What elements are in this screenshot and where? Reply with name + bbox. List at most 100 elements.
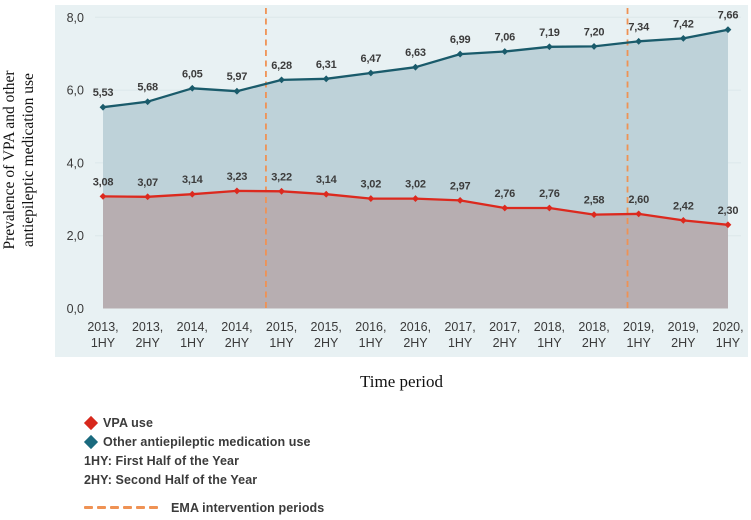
vpa-point-label: 2,58 bbox=[584, 195, 605, 207]
x-tick-label-year: 2014, bbox=[177, 320, 208, 334]
vpa-marker bbox=[679, 217, 687, 224]
y-tick-label: 6,0 bbox=[67, 84, 84, 98]
vpa-point-label: 2,97 bbox=[450, 180, 471, 192]
x-tick-label-half: 1HY bbox=[448, 336, 473, 350]
x-tick-label-year: 2017, bbox=[489, 320, 520, 334]
vpa-point-label: 2,60 bbox=[628, 194, 649, 206]
other-point-label: 6,28 bbox=[271, 60, 292, 72]
other-point-label: 6,63 bbox=[405, 47, 426, 59]
x-tick-label-half: 1HY bbox=[91, 336, 116, 350]
x-tick-label-year: 2020, bbox=[712, 320, 743, 334]
vpa-area-fill bbox=[103, 190, 728, 309]
vpa-marker bbox=[590, 211, 598, 218]
other-marker bbox=[367, 69, 375, 77]
x-tick-label-half: 2HY bbox=[403, 336, 428, 350]
x-tick-label-half: 1HY bbox=[180, 336, 205, 350]
x-tick-label-year: 2016, bbox=[400, 320, 431, 334]
legend-item-ema: EMA intervention periods bbox=[84, 498, 324, 517]
other-marker bbox=[322, 75, 330, 83]
x-tick-label-year: 2018, bbox=[578, 320, 609, 334]
other-marker bbox=[679, 35, 687, 42]
legend-ema-label: EMA intervention periods bbox=[171, 500, 325, 515]
vpa-point-label: 2,42 bbox=[673, 200, 694, 212]
other-marker bbox=[188, 84, 196, 92]
x-axis-title: Time period bbox=[360, 372, 443, 391]
vpa-marker bbox=[546, 204, 553, 212]
x-tick-label-year: 2016, bbox=[355, 320, 386, 334]
other-marker bbox=[546, 43, 553, 51]
x-tick-label-half: 1HY bbox=[627, 336, 652, 350]
vpa-marker bbox=[456, 196, 464, 204]
x-tick-label-half: 1HY bbox=[359, 336, 384, 350]
vpa-marker bbox=[278, 187, 285, 195]
vpa-point-label: 2,76 bbox=[494, 188, 515, 200]
x-tick-label-half: 2HY bbox=[225, 336, 250, 350]
x-tick-label-half: 2HY bbox=[314, 336, 339, 350]
vpa-marker bbox=[412, 195, 419, 202]
vpa-marker bbox=[99, 192, 107, 200]
x-tick-label-half: 1HY bbox=[269, 336, 294, 350]
vpa-marker bbox=[724, 221, 732, 229]
other-marker bbox=[233, 87, 241, 95]
other-point-label: 7,06 bbox=[494, 32, 515, 44]
other-marker bbox=[724, 26, 732, 34]
legend: VPA use Other antiepileptic medication u… bbox=[83, 413, 324, 517]
other-diamond-icon bbox=[83, 434, 99, 449]
other-marker bbox=[590, 43, 598, 50]
other-point-label: 6,47 bbox=[361, 53, 382, 65]
vpa-marker bbox=[144, 193, 152, 201]
other-point-label: 5,68 bbox=[137, 82, 158, 94]
other-marker bbox=[456, 50, 464, 58]
vpa-diamond-icon bbox=[83, 415, 99, 430]
other-marker bbox=[635, 37, 643, 45]
vpa-point-label: 3,14 bbox=[316, 174, 338, 186]
legend-vpa-label: VPA use bbox=[103, 415, 154, 430]
line-chart: 5,53 5,68 6,05 5,97 6,28 6,31 6,47 6,63 6,99 7,06… bbox=[55, 5, 748, 357]
legend-other-label: Other antiepileptic medication use bbox=[103, 434, 311, 449]
other-point-label: 7,42 bbox=[673, 18, 694, 30]
y-tick-label: 0,0 bbox=[67, 302, 84, 316]
vpa-point-label: 3,02 bbox=[361, 179, 382, 191]
legend-note-1hy: 1HY: First Half of the Year bbox=[84, 453, 240, 468]
x-tick-label-year: 2015, bbox=[266, 320, 297, 334]
ema-dashed-line-icon bbox=[84, 506, 158, 509]
x-tick-label-year: 2013, bbox=[132, 320, 163, 334]
x-tick-label-year: 2013, bbox=[87, 320, 118, 334]
other-marker bbox=[99, 103, 107, 111]
x-tick-label-half: 1HY bbox=[537, 336, 562, 350]
other-point-label: 7,19 bbox=[539, 27, 560, 39]
other-point-label: 6,05 bbox=[182, 68, 203, 80]
x-tick-label-half: 1HY bbox=[716, 336, 741, 350]
vpa-marker bbox=[501, 204, 509, 212]
vpa-marker bbox=[233, 187, 241, 195]
vpa-point-label: 3,14 bbox=[182, 174, 204, 186]
other-point-label: 5,53 bbox=[93, 87, 114, 99]
x-tick-label-year: 2015, bbox=[311, 320, 342, 334]
vpa-point-label: 2,76 bbox=[539, 188, 560, 200]
y-tick-label: 2,0 bbox=[67, 229, 84, 243]
vpa-point-label: 3,22 bbox=[271, 171, 292, 183]
other-point-label: 7,66 bbox=[718, 10, 739, 22]
legend-item-other: Other antiepileptic medication use bbox=[83, 432, 324, 451]
vpa-marker bbox=[367, 195, 375, 202]
y-tick-label: 8,0 bbox=[67, 11, 84, 25]
vpa-marker bbox=[635, 210, 643, 218]
vpa-marker bbox=[188, 190, 196, 198]
vpa-point-label: 3,07 bbox=[137, 177, 158, 189]
other-marker bbox=[278, 76, 285, 84]
vpa-marker bbox=[322, 190, 330, 198]
other-marker bbox=[144, 98, 152, 106]
other-marker bbox=[412, 63, 419, 71]
x-tick-label-half: 2HY bbox=[582, 336, 607, 350]
legend-item-vpa: VPA use bbox=[83, 413, 324, 432]
vpa-point-label: 3,02 bbox=[405, 179, 426, 191]
x-tick-label-year: 2019, bbox=[623, 320, 654, 334]
x-tick-label-year: 2017, bbox=[444, 320, 475, 334]
other-point-label: 6,99 bbox=[450, 34, 471, 46]
x-tick-label-year: 2014, bbox=[221, 320, 252, 334]
x-tick-label-half: 2HY bbox=[135, 336, 160, 350]
vpa-point-label: 2,30 bbox=[718, 205, 739, 217]
other-point-label: 6,31 bbox=[316, 59, 337, 71]
vpa-point-label: 3,08 bbox=[93, 176, 114, 188]
